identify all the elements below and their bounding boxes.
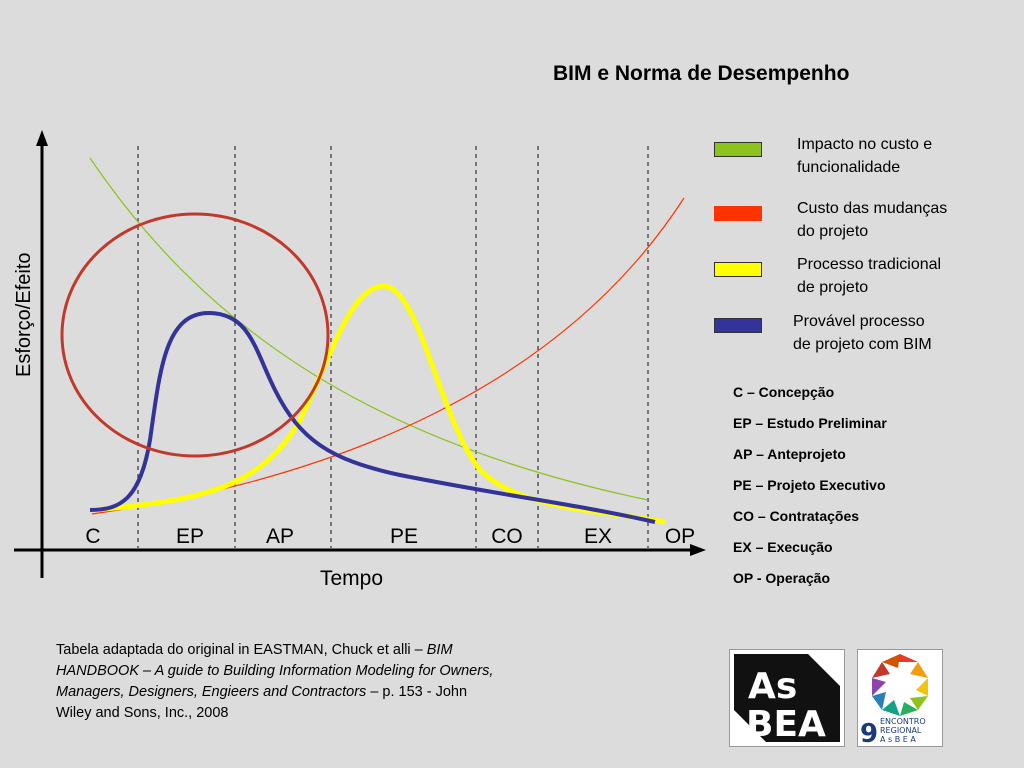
legend-label: funcionalidade — [797, 159, 901, 176]
legend-item-traditional: Processo tradicional de projeto — [797, 253, 941, 299]
abbreviation-item: PE – Projeto Executivo — [733, 477, 886, 493]
legend-item-bim: Provável processo de projeto com BIM — [793, 310, 932, 356]
legend-item-impact: Impacto no custo e funcionalidade — [797, 133, 932, 179]
legend-label: do projeto — [797, 223, 869, 240]
legend-label: de projeto — [797, 279, 869, 296]
legend-swatch-green — [714, 142, 762, 157]
caption-text: – p. 153 - John Wiley and Sons, Inc., 20… — [56, 684, 468, 721]
impact-cost-curve — [89, 157, 649, 501]
phase-label: EP — [176, 525, 204, 548]
legend-label: de projeto com BIM — [793, 336, 932, 353]
legend-swatch-red — [714, 206, 762, 221]
phase-label: OP — [665, 525, 695, 548]
legend-label: Processo tradicional — [797, 256, 942, 273]
source-caption: Tabela adaptada do original in EASTMAN, … — [56, 640, 506, 724]
asbea-logo: As BEA — [729, 649, 845, 747]
svg-text:ENCONTRO: ENCONTRO — [880, 717, 926, 726]
abbreviation-item: C – Concepção — [733, 384, 835, 400]
abbreviation-item: EX – Execução — [733, 539, 833, 555]
phase-label: CO — [491, 525, 523, 548]
encontro-regional-logo: 9 ENCONTRO REGIONAL A s B E A — [857, 649, 943, 749]
legend-swatch-blue — [714, 318, 762, 333]
caption-book-title: BIM HANDBOOK – A guide to Building Infor… — [56, 642, 494, 700]
svg-text:A s B E A: A s B E A — [880, 735, 916, 744]
svg-text:BEA: BEA — [746, 704, 826, 745]
caption-text: Tabela adaptada do original in EASTMAN, … — [56, 642, 427, 658]
x-axis-label: Tempo — [320, 567, 383, 590]
phase-label: PE — [390, 525, 418, 548]
legend-swatch-yellow — [714, 262, 762, 277]
svg-text:As: As — [748, 666, 797, 707]
encontro-number: 9 — [860, 719, 878, 746]
page-title: BIM e Norma de Desempenho — [553, 62, 850, 85]
phase-label: C — [85, 525, 100, 548]
abbreviation-item: AP – Anteprojeto — [733, 446, 846, 462]
legend-label: Provável processo — [793, 313, 925, 330]
abbreviation-item: OP - Operação — [733, 570, 831, 586]
phase-dividers — [137, 146, 649, 548]
y-axis-arrow — [36, 130, 48, 146]
legend-label: Impacto no custo e — [797, 136, 933, 153]
traditional-process-curve — [94, 283, 666, 525]
phase-label: AP — [266, 525, 294, 548]
legend-label: Custo das mudanças — [797, 200, 948, 217]
svg-text:REGIONAL: REGIONAL — [880, 726, 922, 735]
legend-item-change-cost: Custo das mudanças do projeto — [797, 197, 947, 243]
x-axis-arrow — [690, 544, 706, 556]
abbreviation-item: CO – Contratações — [733, 508, 860, 524]
abbreviation-item: EP – Estudo Preliminar — [733, 415, 887, 431]
phase-label: EX — [584, 525, 612, 548]
highlight-circle — [60, 212, 330, 458]
y-axis-label: Esforço/Efeito — [13, 252, 35, 377]
bim-process-curve — [89, 310, 656, 524]
change-cost-curve — [91, 197, 685, 515]
